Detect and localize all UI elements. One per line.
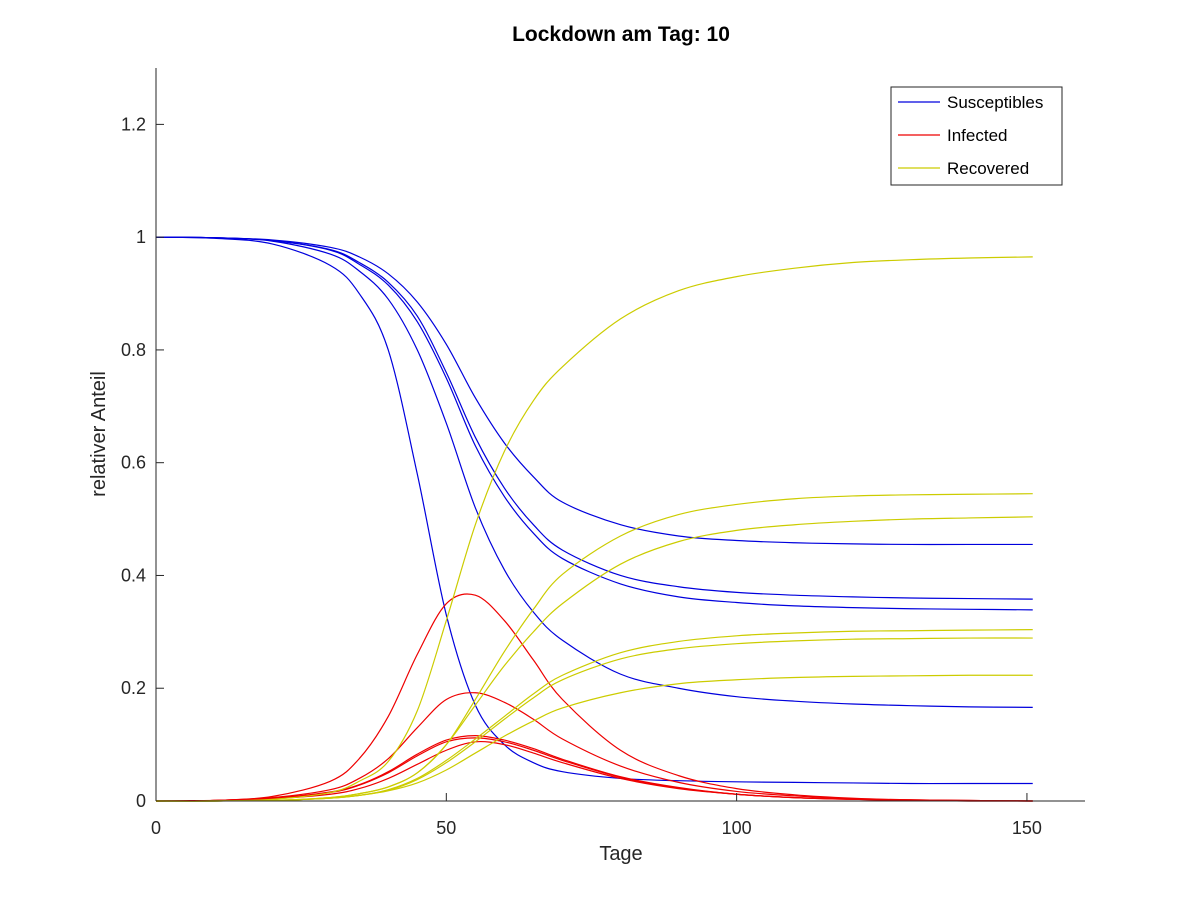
series-lines [155,236,1033,802]
y-tick-label: 0.2 [121,678,146,698]
legend-label-susceptibles: Susceptibles [947,93,1043,112]
series-line-recovered-2 [155,516,1033,802]
series-line-recovered-5 [155,674,1033,802]
y-tick-label: 0 [136,791,146,811]
chart-title: Lockdown am Tag: 10 [512,23,730,46]
series-line-infected-4 [155,692,1033,802]
x-tick-label: 50 [436,818,456,838]
series-line-infected-5 [155,593,1033,802]
y-tick-label: 1 [136,227,146,247]
legend-label-infected: Infected [947,126,1008,145]
x-tick-label: 150 [1012,818,1042,838]
x-tick-label: 0 [151,818,161,838]
legend-label-recovered: Recovered [947,159,1029,178]
series-line-susceptibles-4 [155,236,1033,708]
series-line-recovered-6 [155,256,1033,802]
y-tick-label: 1.2 [121,114,146,134]
x-axis-label: Tage [599,843,642,865]
series-line-susceptibles-1 [155,236,1033,546]
series-line-susceptibles-3 [155,236,1033,611]
legend: Susceptibles Infected Recovered [890,86,1063,186]
y-tick-label: 0.6 [121,453,146,473]
y-axis-label: relativer Anteil [88,371,110,497]
y-tick-label: 0.4 [121,565,146,585]
x-tick-label: 100 [722,818,752,838]
legend-box [890,86,1063,186]
plot-area: 0 50 100 150 0 0.2 0.4 0.6 0.8 1 1.2 [121,68,1085,838]
series-line-susceptibles-2 [155,236,1033,600]
y-ticks: 0 0.2 0.4 0.6 0.8 1 1.2 [121,114,164,811]
x-ticks: 0 50 100 150 [151,793,1042,838]
y-tick-label: 0.8 [121,340,146,360]
